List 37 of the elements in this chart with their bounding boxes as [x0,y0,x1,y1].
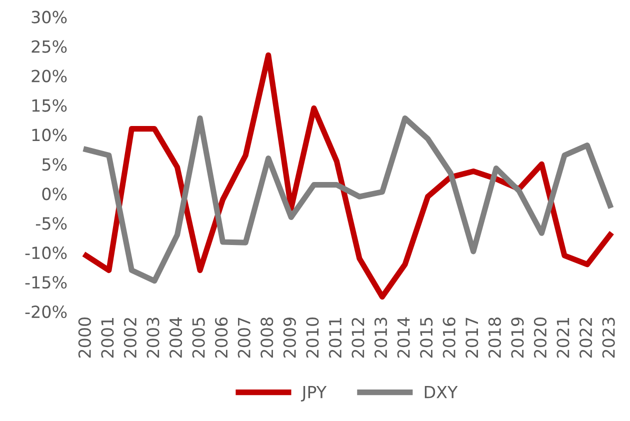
x-tick-label: 2019 [511,318,524,358]
y-tick-label: -10% [25,246,67,260]
x-tick-label: 2014 [397,317,410,358]
x-tick-label: 2001 [101,318,114,358]
y-tick-label: 5% [42,158,67,171]
x-tick-label: 2007 [238,318,250,358]
x-tick-label: 2022 [579,318,592,358]
y-tick-label: -20% [25,306,67,318]
x-tick-label: 2000 [78,318,91,358]
x-tick-label: 2018 [488,318,501,358]
x-tick-label: 2013 [374,318,388,358]
y-tick-label: 0% [42,188,67,200]
y-tick-label: 10% [32,128,67,142]
x-tick-label: 2012 [352,318,364,358]
x-tick-label: 2008 [260,318,274,358]
y-tick-label: -15% [25,276,67,289]
x-tick-label: 2003 [146,318,160,358]
x-tick-label: 2010 [306,318,319,358]
x-tick-label: 2004 [169,317,182,358]
y-tick-label: 20% [32,70,67,82]
x-tick-label: 2023 [602,318,615,358]
x-tick-label: 2020 [534,318,547,358]
legend-label: DXY [424,386,458,398]
x-tick-label: 2002 [124,318,137,358]
y-tick-label: 25% [32,40,67,53]
x-tick-label: 2021 [556,318,570,358]
y-tick-label: 15% [32,99,67,112]
x-tick-label: 2016 [442,317,456,358]
x-tick-label: 2011 [328,318,342,358]
y-tick-label: 30% [32,10,67,24]
x-tick-label: 2005 [192,318,205,358]
legend-label: JPY [300,386,327,402]
x-tick-label: 2017 [466,318,478,358]
x-tick-label: 2006 [215,317,228,358]
x-tick-label: 2015 [420,318,433,358]
x-tick-label: 2009 [283,318,296,358]
y-tick-label: -5% [36,217,67,230]
